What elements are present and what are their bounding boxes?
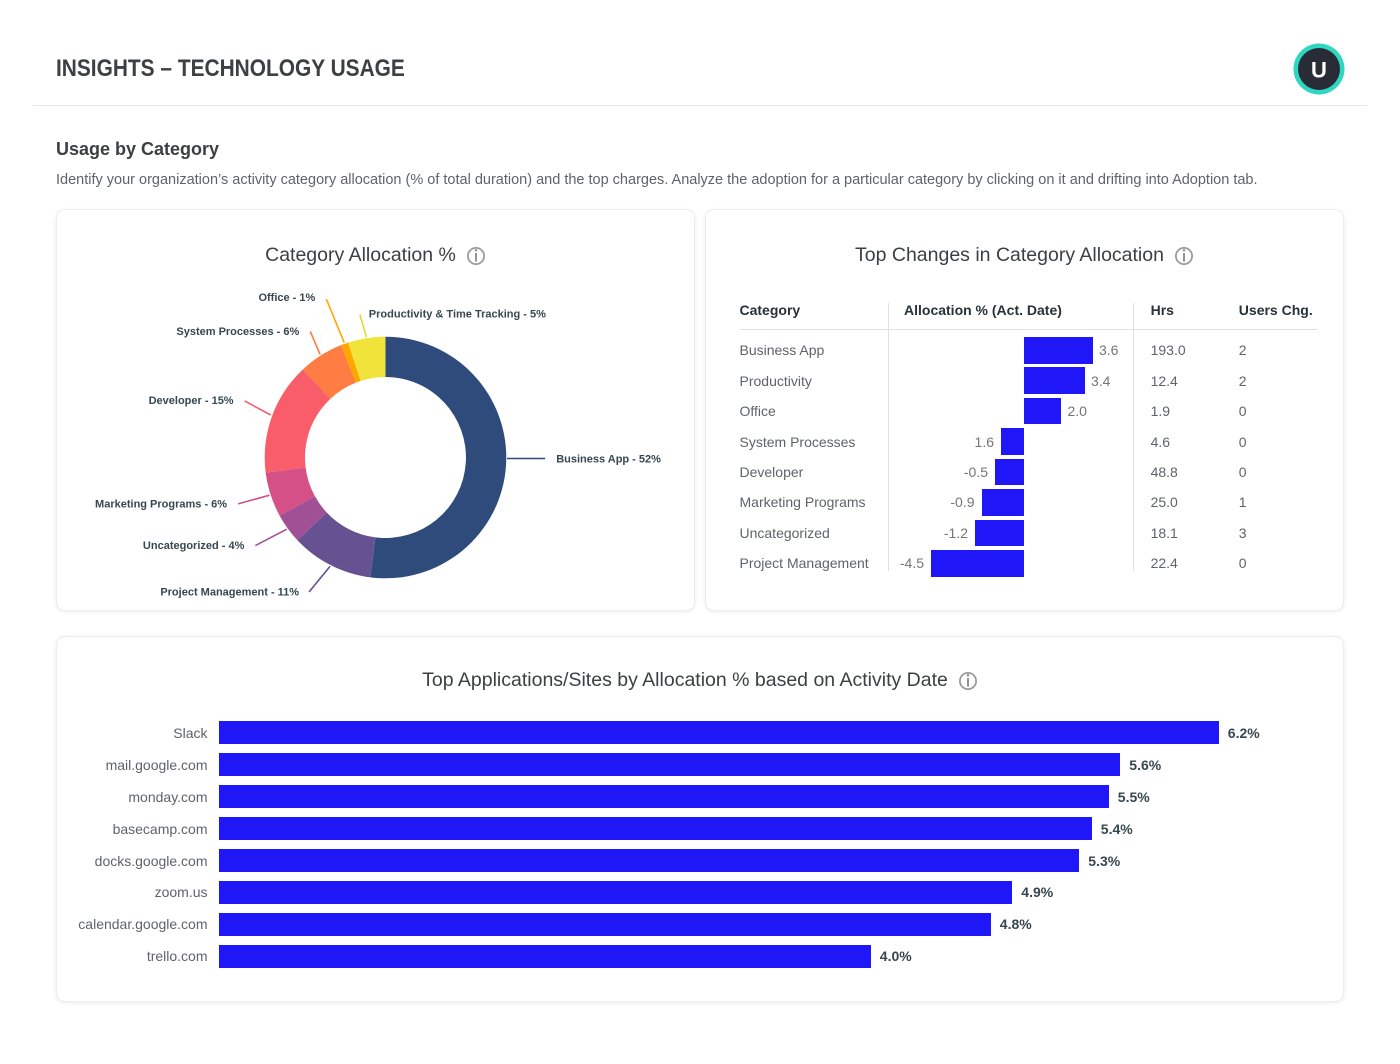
svg-text:Productivity & Time Tracking -: Productivity & Time Tracking - 5% — [369, 308, 546, 320]
svg-text:Project Management - 11%: Project Management - 11% — [160, 586, 299, 598]
svg-text:Marketing Programs - 6%: Marketing Programs - 6% — [95, 498, 227, 510]
svg-text:Business App - 52%: Business App - 52% — [556, 453, 661, 465]
svg-text:Developer - 15%: Developer - 15% — [149, 395, 234, 407]
svg-text:Uncategorized - 4%: Uncategorized - 4% — [143, 540, 245, 552]
svg-text:Office - 1%: Office - 1% — [258, 292, 315, 304]
svg-text:U: U — [1311, 58, 1327, 83]
svg-text:System Processes - 6%: System Processes - 6% — [176, 326, 299, 338]
